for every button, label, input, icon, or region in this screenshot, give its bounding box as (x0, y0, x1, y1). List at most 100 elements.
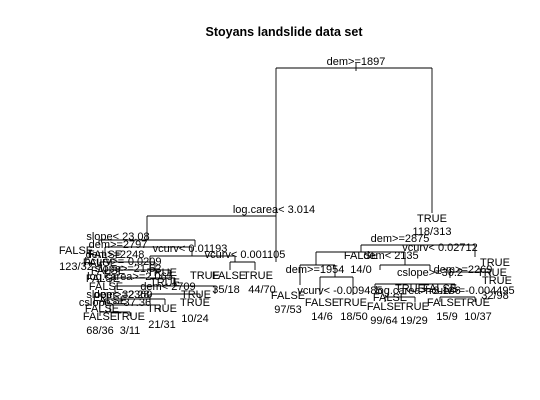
split-slope2152: slope>=21.52 (95, 263, 162, 275)
leaf-h-counts: 14/0 (350, 264, 371, 276)
leaf-l-class: FALSE (367, 301, 401, 313)
edge-hcurv004495 (439, 296, 476, 302)
leaf-d-counts: 21/31 (148, 319, 176, 331)
edge-dem2875 (360, 244, 476, 257)
leaf-f-counts: 35/18 (212, 284, 240, 296)
overlap-label: TRUE (181, 289, 211, 301)
split-vcurv01193: vcurv< 0.01193 (153, 243, 228, 255)
overlap-label: TRUE (147, 267, 177, 279)
edge-dem2135 (379, 264, 431, 270)
edge-vcurv001105 (229, 261, 256, 270)
leaf-i-counts: 97/53 (274, 304, 302, 316)
overlap-labels: FALSE FALSE FALSE TRUE FALSE TRUE FALSE … (83, 249, 512, 315)
edge-vcurv02712 (315, 251, 406, 265)
edge-dem1954 (299, 264, 336, 285)
split-carea2065: log.carea>=2.065 (87, 271, 173, 283)
overlap-label: FALSE (423, 283, 457, 295)
leaf-o-class: TRUE (460, 297, 490, 309)
leaf-i-class: FALSE (271, 290, 305, 302)
split-hcurv004495: hcurv>=-0.004495 (425, 285, 514, 297)
overlap-label: FALSE (93, 295, 127, 307)
overlap-label: TRUE (150, 277, 180, 289)
leaf-g-class: TRUE (243, 270, 273, 282)
split-cslope: cslope>=37.36 (79, 297, 151, 309)
split-dem2135: dem< 2135 (363, 250, 418, 262)
split-slope3228: slope< 32.28 (86, 289, 149, 301)
leaf-h-class: FALSE (344, 250, 378, 262)
overlap-label: TRUE (395, 283, 425, 295)
split-hcurv: hcurv>=-0.0209 (84, 256, 161, 268)
overlap-label: FALSE (83, 257, 117, 269)
leaf-root-class: TRUE (417, 213, 447, 225)
edge-dem2248 (99, 261, 156, 270)
leaf-m-counts: 19/29 (400, 315, 428, 327)
edge-carea (146, 213, 277, 262)
edge-dem2709 (149, 293, 201, 302)
leaf-k-counts: 18/50 (340, 311, 368, 323)
leaf-p-counts: 32/98 (481, 290, 509, 302)
edge-vcurv009485 (319, 276, 354, 295)
leaf-a-counts: 123/32 (59, 261, 93, 273)
leaf-n-class: FALSE (427, 297, 461, 309)
leaf-b-class: FALSE (83, 311, 117, 323)
split-dem2709: dem< 2709 (140, 281, 195, 293)
split-dem2248: dem>=2248 (86, 249, 145, 261)
edge-slope3228 (104, 298, 166, 305)
leaf-c-class: TRUE (115, 311, 145, 323)
leaf-p-class: TRUE (480, 257, 510, 269)
leaf-j-class: FALSE (305, 297, 339, 309)
split-slope: slope< 23.08 (86, 231, 149, 243)
edge-dem2360 (109, 304, 161, 312)
leaf-b-counts: 68/36 (86, 325, 114, 337)
split-dem2875: dem>=2875 (371, 233, 430, 245)
leaf-root-counts: 118/313 (413, 226, 452, 238)
edge-carea2065 (114, 285, 216, 294)
leaf-g-counts: 44/70 (248, 284, 276, 296)
edge-vcurv01193 (149, 255, 236, 270)
edge-carea3186 (384, 296, 416, 302)
edge-hcurv (104, 269, 171, 278)
leaf-labels: TRUE 118/313 FALSE 123/32 FALSE 68/36 TR… (59, 213, 510, 337)
edge-dem2797 (104, 246, 193, 256)
overlap-label: FALSE (86, 273, 120, 285)
leaf-e-class: TRUE (180, 297, 210, 309)
split-dem2269: dem>=2269 (434, 264, 493, 276)
overlap-label: TRUE (482, 275, 512, 287)
edge-cslope (99, 311, 131, 316)
edge-slope (98, 239, 196, 247)
split-vcurv009485: vcurv< -0.009485 (297, 285, 382, 297)
leaf-d-class: TRUE (147, 303, 177, 315)
split-carea3186: log.carea>=3.186 (375, 285, 461, 297)
leaf-k-class: TRUE (337, 297, 367, 309)
leaf-l-counts: 99/64 (370, 315, 398, 327)
overlap-label: FALSE (85, 303, 119, 315)
leaf-e-counts: 10/24 (181, 313, 209, 325)
tree-edges (98, 63, 491, 316)
split-labels: dem>=1897 log.carea< 3.014 slope< 23.08 … (79, 56, 515, 309)
split-dem2797: dem>=2797 (89, 239, 148, 251)
split-root: dem>=1897 (327, 56, 386, 68)
split-vcurv001105: vcurv< 0.001105 (205, 249, 286, 261)
leaf-j-counts: 14/6 (311, 311, 332, 323)
edge-cslope362 (374, 283, 456, 288)
overlap-label: TRUE (190, 270, 220, 282)
overlap-label: FALSE (91, 265, 125, 277)
overlap-label: FALSE (88, 249, 122, 261)
edge-root (275, 63, 433, 213)
plot-title: Stoyans landslide data set (206, 25, 364, 39)
leaf-f-class: FALSE (212, 270, 246, 282)
overlap-label: FALSE (89, 281, 123, 293)
edge-dem2269 (449, 271, 491, 278)
leaf-a-class: FALSE (59, 245, 93, 257)
split-dem2360: dem>=2360 (94, 289, 153, 301)
overlap-label: FALSE (373, 292, 407, 304)
overlap-label: TRUE (477, 267, 507, 279)
split-carea: log.carea< 3.014 (233, 204, 315, 216)
leaf-c-counts: 3/11 (120, 325, 141, 337)
leaf-o-counts: 10/37 (464, 311, 492, 323)
split-dem1954: dem>=1954 (286, 264, 345, 276)
split-vcurv02712: vcurv< 0.02712 (402, 242, 478, 254)
leaf-n-counts: 15/9 (436, 311, 457, 323)
